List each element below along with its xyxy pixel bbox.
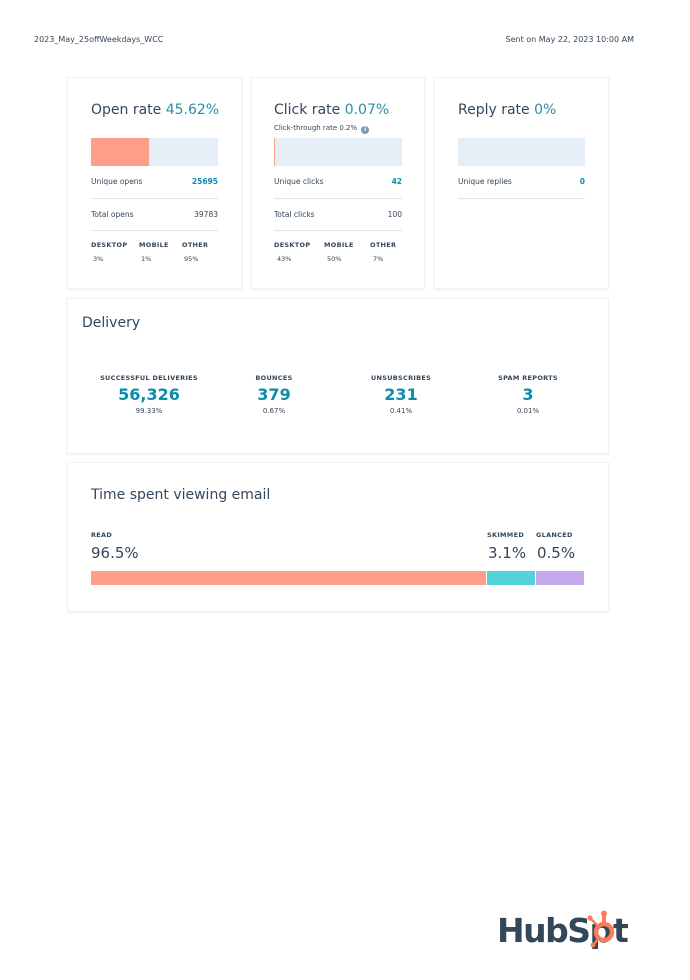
total-opens-label: Total opens <box>91 210 134 219</box>
open-rate-label: Open rate <box>91 102 162 118</box>
reply-rate-label: Reply rate <box>458 102 530 118</box>
unique-opens-label: Unique opens <box>91 177 143 186</box>
svg-text:t: t <box>613 911 629 950</box>
read-segment <box>91 571 486 585</box>
unique-clicks-value[interactable]: 42 <box>391 177 402 186</box>
device-other-value: 7% <box>373 255 384 263</box>
stat-percent: 99.33% <box>135 407 163 415</box>
stat-percent: 0.67% <box>262 407 286 415</box>
unique-opens-row: Unique opens 25695 <box>91 177 218 186</box>
click-rate-card: Click rate 0.07% Click-through rate 0.2%… <box>251 77 425 289</box>
click-rate-title: Click rate 0.07% <box>274 102 389 118</box>
email-name: 2023_May_25offWeekdays_WCC <box>34 35 164 44</box>
stat-label: UNSUBSCRIBES <box>370 374 432 382</box>
skimmed-value: 3.1% <box>488 544 527 562</box>
glanced-value: 0.5% <box>537 544 576 562</box>
reply-rate-card: Reply rate 0% Unique replies 0 <box>434 77 609 289</box>
open-rate-bar-fill <box>91 138 149 166</box>
total-opens-value: 39783 <box>194 210 218 219</box>
glanced-label: GLANCED <box>536 531 573 539</box>
stat-label: SUCCESSFUL DELIVERIES <box>100 374 198 382</box>
divider <box>274 198 402 199</box>
open-rate-bar <box>91 138 218 166</box>
stat-successful-deliveries: SUCCESSFUL DELIVERIES 56,326 99.33% <box>74 374 224 415</box>
stat-percent: 0.01% <box>516 407 540 415</box>
sent-date: Sent on May 22, 2023 10:00 AM <box>505 35 634 44</box>
reply-rate-bar <box>458 138 585 166</box>
total-opens-row: Total opens 39783 <box>91 210 218 219</box>
divider <box>274 230 402 231</box>
unique-replies-label: Unique replies <box>458 177 512 186</box>
unique-clicks-label: Unique clicks <box>274 177 324 186</box>
device-mobile-label: MOBILE <box>139 241 169 249</box>
skimmed-segment <box>487 571 535 585</box>
stat-spam-reports: SPAM REPORTS 3 0.01% <box>453 374 603 415</box>
stat-label: BOUNCES <box>255 374 293 382</box>
click-rate-value: 0.07% <box>344 102 390 118</box>
divider <box>91 198 218 199</box>
device-other-value: 95% <box>184 255 199 263</box>
stat-unsubscribes: UNSUBSCRIBES 231 0.41% <box>326 374 476 415</box>
skimmed-label: SKIMMED <box>487 531 525 539</box>
open-rate-title: Open rate 45.62% <box>91 102 219 118</box>
stat-value: 379 <box>257 385 291 404</box>
click-through-rate: Click-through rate 0.2% i <box>274 124 370 134</box>
device-mobile-label: MOBILE <box>324 241 354 249</box>
click-rate-bar <box>274 138 402 166</box>
click-rate-label: Click rate <box>274 102 341 118</box>
total-clicks-row: Total clicks 100 <box>274 210 402 219</box>
device-desktop-value: 43% <box>277 255 292 263</box>
device-other-label: OTHER <box>370 241 397 249</box>
total-clicks-label: Total clicks <box>274 210 315 219</box>
time-spent-card: Time spent viewing email READ 96.5% SKIM… <box>67 462 609 612</box>
unique-replies-value[interactable]: 0 <box>579 177 585 186</box>
device-other-label: OTHER <box>182 241 209 249</box>
unique-opens-value[interactable]: 25695 <box>191 177 218 186</box>
stat-label: SPAM REPORTS <box>498 374 558 382</box>
info-icon[interactable]: i <box>361 126 370 134</box>
device-desktop-label: DESKTOP <box>274 241 311 249</box>
hubspot-logo-graphic: HubSp t <box>497 910 630 950</box>
device-mobile-value: 1% <box>141 255 152 263</box>
open-rate-value: 45.62% <box>165 102 220 118</box>
device-desktop-value: 3% <box>93 255 104 263</box>
unique-clicks-row: Unique clicks 42 <box>274 177 402 186</box>
sprocket-icon <box>587 910 615 948</box>
glanced-segment <box>536 571 584 585</box>
divider <box>458 198 585 199</box>
divider <box>91 230 218 231</box>
stat-value: 56,326 <box>118 385 180 404</box>
reply-rate-value: 0% <box>534 102 557 118</box>
stat-value: 231 <box>384 385 418 404</box>
read-label: READ <box>91 531 113 539</box>
device-desktop-label: DESKTOP <box>91 241 128 249</box>
unique-replies-row: Unique replies 0 <box>458 177 585 186</box>
delivery-title: Delivery <box>82 315 141 331</box>
delivery-card: Delivery SUCCESSFUL DELIVERIES 56,326 99… <box>67 298 609 454</box>
open-rate-card: Open rate 45.62% Unique opens 25695 Tota… <box>67 77 242 289</box>
hubspot-logo: HubSp t <box>497 908 631 960</box>
reply-rate-title: Reply rate 0% <box>458 102 556 118</box>
device-mobile-value: 50% <box>327 255 342 263</box>
total-clicks-value: 100 <box>387 210 402 219</box>
read-value: 96.5% <box>91 544 139 562</box>
stat-percent: 0.41% <box>389 407 413 415</box>
time-spent-title: Time spent viewing email <box>91 487 271 503</box>
click-through-rate-text: Click-through rate 0.2% <box>274 124 358 132</box>
stat-bounces: BOUNCES 379 0.67% <box>199 374 349 415</box>
stat-value: 3 <box>522 385 534 404</box>
